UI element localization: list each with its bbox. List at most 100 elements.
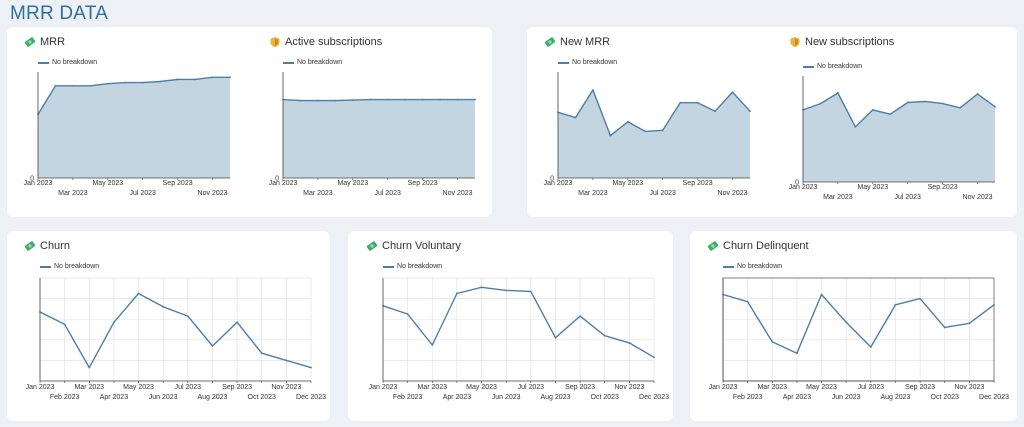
data-point (941, 102, 944, 105)
data-point (820, 293, 823, 296)
legend-label: No breakdown (54, 263, 100, 270)
x-tick-label: Dec 2023 (639, 394, 669, 401)
x-tick-label: Mar 2023 (303, 190, 333, 197)
data-point (54, 84, 57, 87)
chart-title: New subscriptions (789, 36, 894, 48)
chart-title-text: New MRR (560, 36, 611, 48)
data-point (159, 80, 162, 83)
x-tick-label: Mar 2023 (823, 194, 853, 201)
churn-chart: Jan 2023 Feb 2023 Mar 2023 Apr 2023 May 2023… (26, 277, 326, 401)
data-point (554, 336, 557, 339)
data-point (746, 300, 749, 303)
data-point (351, 99, 354, 101)
x-tick-label: Nov 2023 (614, 384, 644, 391)
series-line (557, 89, 751, 137)
data-point (89, 84, 92, 87)
panel-churn-delinquent: Churn Delinquent No breakdown Jan 2023 Fe… (707, 240, 1009, 415)
legend-swatch (40, 265, 51, 268)
x-tick-label: Aug 2023 (197, 394, 227, 401)
chart-title: MRR (24, 36, 65, 48)
data-point (317, 99, 319, 102)
x-tick-label: Sep 2023 (408, 180, 438, 187)
x-tick-label: Nov 2023 (198, 190, 228, 197)
shield-icon (269, 36, 281, 48)
x-tick-label: Jul 2023 (374, 190, 401, 197)
chart-title-text: Active subscriptions (285, 36, 383, 48)
x-tick-label: Jan 2023 (26, 384, 55, 391)
chart-title-text: Churn Delinquent (723, 240, 809, 252)
x-tick-label: May 2023 (92, 180, 123, 187)
data-point (480, 286, 483, 289)
series-area (38, 77, 230, 178)
x-tick-label: Apr 2023 (443, 394, 472, 401)
x-tick-label: Jul 2023 (175, 384, 202, 391)
money-icon (544, 36, 556, 48)
x-tick-label: Dec 2023 (979, 394, 1009, 401)
x-tick-label: Sep 2023 (683, 180, 713, 187)
data-point (194, 78, 196, 81)
legend-swatch (803, 65, 814, 68)
data-point (334, 99, 337, 102)
card-churn-delinquent (690, 231, 1017, 421)
x-tick-label: Sep 2023 (163, 180, 193, 187)
churn-voluntary-chart: Jan 2023 Feb 2023 Mar 2023 Apr 2023 May 2023… (369, 277, 669, 401)
data-point (299, 99, 302, 102)
data-point (894, 303, 897, 306)
chart-legend: No breakdown (383, 263, 442, 270)
data-point (749, 110, 751, 113)
data-point (869, 346, 872, 348)
data-point (88, 366, 91, 369)
x-tick-label: Jun 2023 (832, 394, 861, 401)
data-point (714, 110, 716, 113)
legend-label: No breakdown (52, 59, 98, 66)
money-icon (24, 240, 36, 252)
x-tick-label: Jun 2023 (149, 394, 178, 401)
data-point (260, 352, 263, 355)
data-point (959, 106, 961, 109)
x-tick-label: Nov 2023 (443, 190, 473, 197)
data-point (124, 81, 127, 84)
x-tick-label: Jul 2023 (129, 190, 156, 197)
data-point (176, 78, 179, 81)
x-tick-label: Mar 2023 (757, 384, 787, 391)
data-point (474, 98, 476, 101)
money-icon (707, 240, 719, 252)
data-point (574, 116, 577, 119)
data-point (696, 101, 699, 104)
data-point (141, 81, 144, 84)
data-point (211, 345, 214, 347)
panel-churn-voluntary: Churn Voluntary No breakdown Jan 2023 Feb… (366, 240, 669, 415)
data-point (924, 100, 927, 103)
x-tick-label: Nov 2023 (718, 190, 748, 197)
x-tick-label: Mar 2023 (74, 384, 104, 391)
x-tick-label: Jan 2023 (369, 384, 398, 391)
chart-title-text: MRR (40, 36, 66, 48)
data-point (310, 366, 312, 369)
x-tick-label: Jul 2023 (649, 190, 676, 197)
data-point (628, 341, 631, 344)
y-tick-label: 0 (30, 176, 34, 183)
chart-legend: No breakdown (40, 263, 99, 270)
x-tick-label: May 2023 (466, 384, 497, 391)
x-tick-label: Jun 2023 (492, 394, 521, 401)
panel-mrr: MRR No breakdown 0 Jan 2023 Mar 2023 May 20… (24, 36, 240, 206)
x-tick-label: Aug 2023 (540, 394, 570, 401)
x-tick-label: Apr 2023 (100, 394, 129, 401)
data-point (63, 323, 66, 326)
data-point (626, 120, 629, 123)
churn-delinquent-chart: Jan 2023 Feb 2023 Mar 2023 Apr 2023 May 2023… (709, 277, 1009, 401)
x-tick-label: Nov 2023 (963, 194, 993, 201)
data-point (943, 326, 946, 329)
legend-label: No breakdown (737, 263, 783, 270)
data-point (854, 125, 857, 128)
chart-title-text: Churn (40, 240, 70, 252)
data-point (889, 113, 892, 116)
series-line (282, 98, 475, 102)
series-line (382, 286, 655, 358)
x-tick-label: Jan 2023 (709, 384, 738, 391)
x-tick-label: May 2023 (123, 384, 154, 391)
data-point (186, 315, 189, 318)
